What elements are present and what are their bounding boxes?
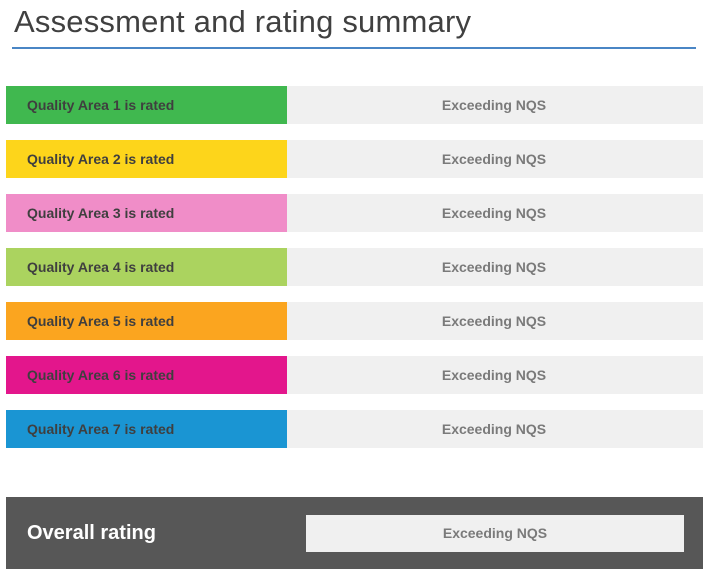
quality-area-label: Quality Area 5 is rated bbox=[6, 302, 287, 340]
quality-area-rating: Exceeding NQS bbox=[287, 86, 703, 124]
quality-area-row: Quality Area 6 is rated Exceeding NQS bbox=[6, 356, 703, 394]
quality-area-rating: Exceeding NQS bbox=[287, 356, 703, 394]
quality-area-ratings: Quality Area 1 is rated Exceeding NQS Qu… bbox=[6, 86, 703, 464]
quality-area-label: Quality Area 7 is rated bbox=[6, 410, 287, 448]
quality-area-label: Quality Area 1 is rated bbox=[6, 86, 287, 124]
quality-area-row: Quality Area 3 is rated Exceeding NQS bbox=[6, 194, 703, 232]
quality-area-row: Quality Area 4 is rated Exceeding NQS bbox=[6, 248, 703, 286]
overall-rating-panel: Overall rating Exceeding NQS bbox=[6, 497, 703, 569]
quality-area-row: Quality Area 2 is rated Exceeding NQS bbox=[6, 140, 703, 178]
quality-area-row: Quality Area 5 is rated Exceeding NQS bbox=[6, 302, 703, 340]
quality-area-rating: Exceeding NQS bbox=[287, 410, 703, 448]
overall-rating-value: Exceeding NQS bbox=[306, 514, 684, 552]
quality-area-label: Quality Area 4 is rated bbox=[6, 248, 287, 286]
quality-area-row: Quality Area 1 is rated Exceeding NQS bbox=[6, 86, 703, 124]
quality-area-rating: Exceeding NQS bbox=[287, 140, 703, 178]
quality-area-row: Quality Area 7 is rated Exceeding NQS bbox=[6, 410, 703, 448]
quality-area-rating: Exceeding NQS bbox=[287, 248, 703, 286]
quality-area-label: Quality Area 2 is rated bbox=[6, 140, 287, 178]
title-divider bbox=[12, 47, 696, 49]
quality-area-label: Quality Area 6 is rated bbox=[6, 356, 287, 394]
overall-rating-label: Overall rating bbox=[27, 521, 156, 544]
quality-area-label: Quality Area 3 is rated bbox=[6, 194, 287, 232]
quality-area-rating: Exceeding NQS bbox=[287, 194, 703, 232]
page-title: Assessment and rating summary bbox=[14, 4, 472, 39]
quality-area-rating: Exceeding NQS bbox=[287, 302, 703, 340]
